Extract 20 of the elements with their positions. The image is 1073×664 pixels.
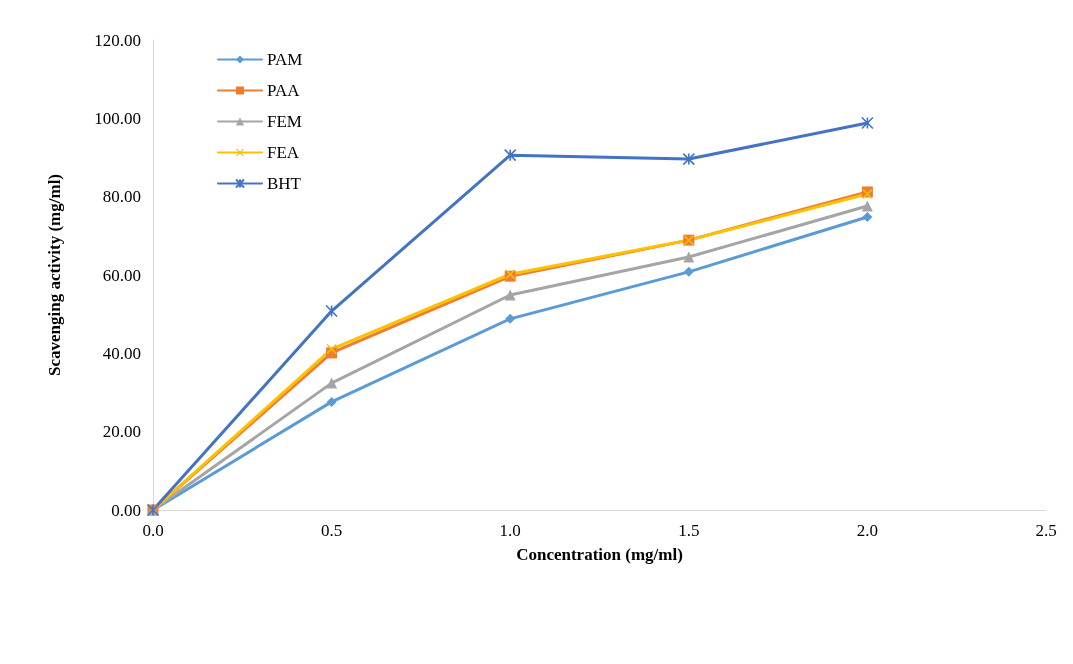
legend-label: BHT xyxy=(267,174,302,193)
y-tick-label: 120.00 xyxy=(94,30,141,50)
x-axis-title: Concentration (mg/ml) xyxy=(516,545,683,564)
x-tick-label: 0.5 xyxy=(320,521,343,540)
x-tick-label: 1.5 xyxy=(678,521,700,540)
legend-label: FEA xyxy=(267,143,300,162)
y-tick-label: 80.00 xyxy=(102,187,141,207)
legend-label: FEM xyxy=(267,112,302,131)
y-axis-title: Scavenging activity (mg/ml) xyxy=(45,173,64,377)
legend-label: PAA xyxy=(267,81,301,100)
y-tick-label: 0.00 xyxy=(111,500,141,520)
x-tick-label: 0.0 xyxy=(142,521,164,540)
y-tick-label: 20.00 xyxy=(102,422,141,442)
x-tick-label: 1.0 xyxy=(499,521,521,540)
y-tick-label: 60.00 xyxy=(102,265,141,285)
y-tick-label: 100.00 xyxy=(94,108,141,128)
x-tick-label: 2.5 xyxy=(1035,521,1057,540)
y-tick-label: 40.00 xyxy=(102,343,141,363)
legend-label: PAM xyxy=(267,50,303,69)
x-tick-label: 2.0 xyxy=(856,521,879,540)
